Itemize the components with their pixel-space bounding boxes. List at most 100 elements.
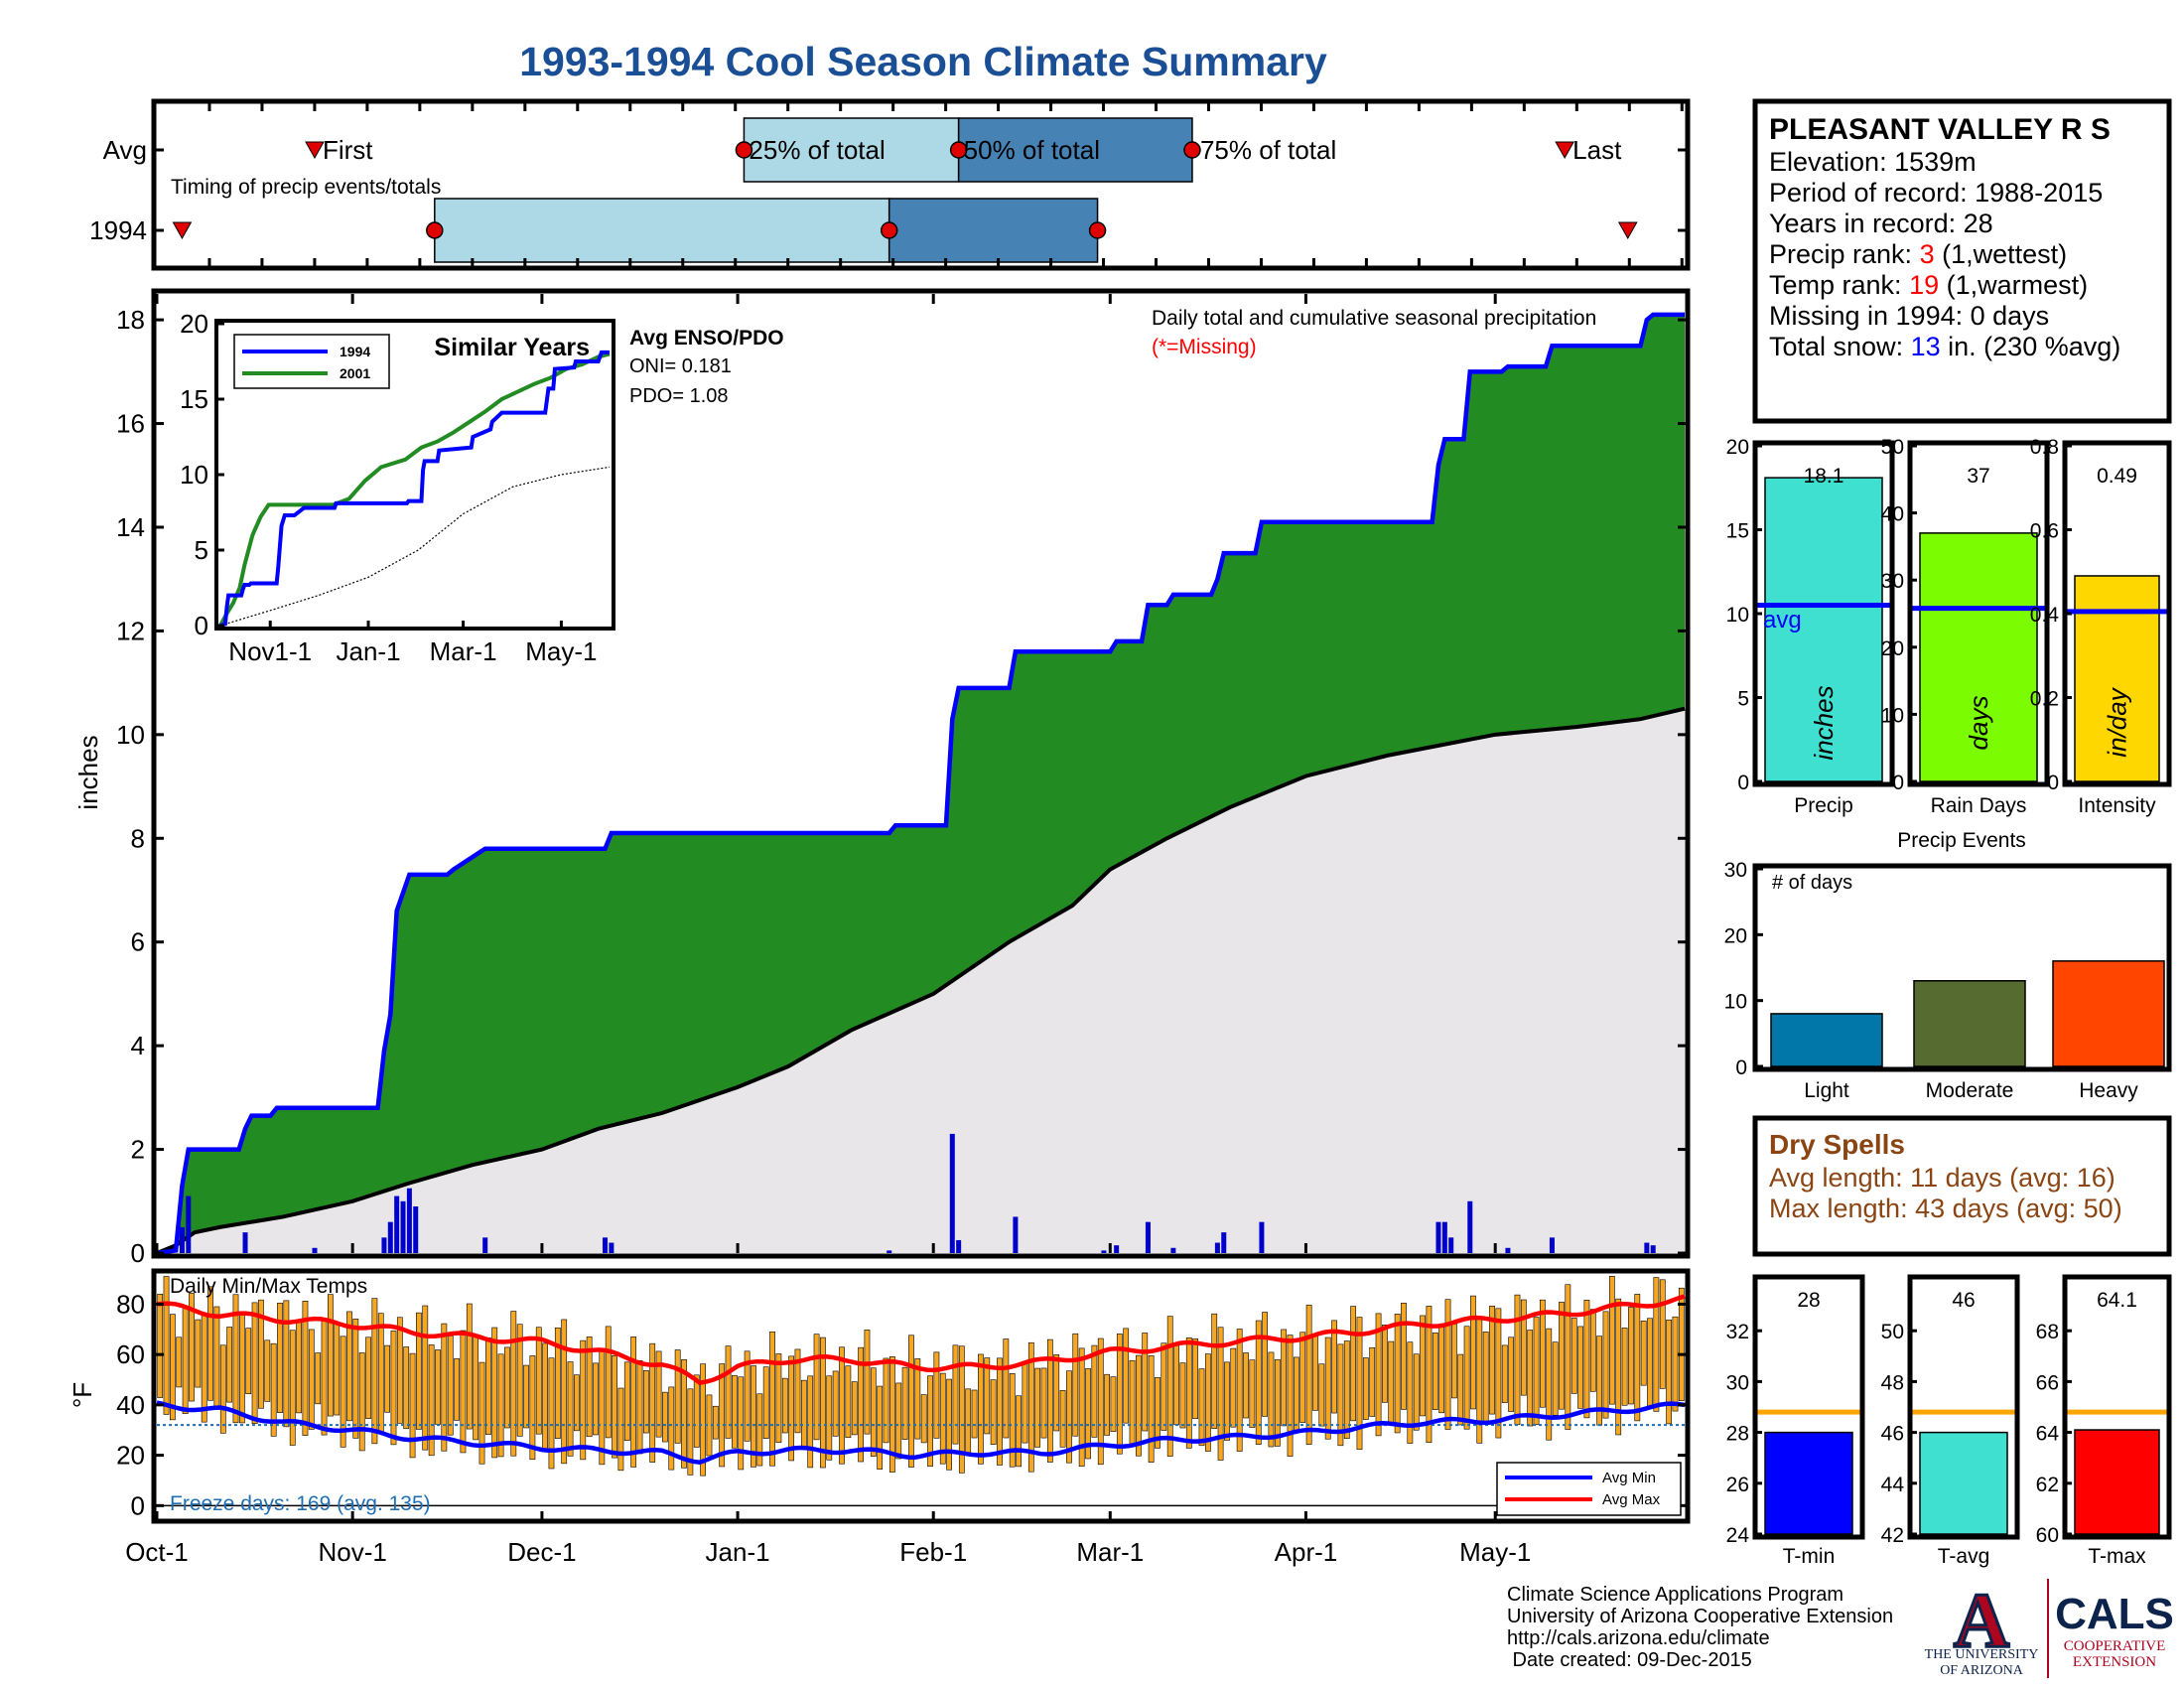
daily-temp-bar [554, 1327, 561, 1439]
daily-temp-bar [820, 1336, 826, 1469]
timing-avg-50-75-bar [957, 117, 1193, 183]
temp-summary-ytick-label: 44 [1881, 1474, 1905, 1496]
temp-summary-ytick-label: 66 [2036, 1371, 2059, 1394]
daily-temp-bar [1198, 1368, 1205, 1447]
daily-temp-bar [396, 1317, 403, 1424]
events-bar-light [1770, 1013, 1883, 1067]
daily-temp-bar [971, 1389, 978, 1439]
temp-summary-ytick-label: 30 [1726, 1371, 1749, 1394]
precip-rank-label: Precip rank: [1769, 239, 1912, 269]
page-title: 1993-1994 Cool Season Climate Summary [519, 39, 1327, 84]
summary-ytick-label: 0 [1737, 772, 1749, 794]
footer-line-1: Climate Science Applications Program [1507, 1584, 1843, 1606]
temp-summary-category-label: T-max [2088, 1545, 2146, 1568]
daily-temp-bar [939, 1372, 946, 1465]
daily-temp-bar [826, 1375, 833, 1461]
daily-temp-bar [1236, 1329, 1243, 1452]
daily-temp-bar [1034, 1367, 1041, 1448]
daily-temp-bar [700, 1363, 706, 1477]
enso-oni: ONI= 0.181 [629, 355, 732, 377]
daily-temp-bar [251, 1302, 258, 1425]
daily-temp-bar [1382, 1325, 1388, 1403]
daily-temp-bar [403, 1346, 410, 1430]
daily-temp-bar [1489, 1305, 1495, 1415]
daily-temp-bar [1678, 1287, 1685, 1402]
month-label: Oct-1 [125, 1537, 189, 1567]
summary-category-label: Precip [1794, 794, 1853, 817]
daily-temp-bar [441, 1323, 448, 1452]
daily-temp-bar [176, 1336, 183, 1388]
summary-category-label: Intensity [2078, 794, 2156, 817]
summary-ytick-label: 0 [1892, 772, 1904, 794]
month-label: May-1 [1459, 1537, 1531, 1567]
daily-precip-bar [1170, 1247, 1176, 1253]
timing-ticks [154, 101, 1688, 268]
daily-precip-bar [1435, 1221, 1441, 1253]
precip-yticks: 0 2 4 6 8 10 12 14 16 18 [116, 294, 1688, 1268]
daily-temp-bar [933, 1351, 940, 1439]
daily-temp-bar [340, 1336, 346, 1448]
daily-temp-bar [409, 1352, 416, 1459]
daily-temp-bar [1324, 1336, 1331, 1440]
daily-temp-bar [1009, 1373, 1016, 1468]
daily-temp-bar [1166, 1316, 1173, 1457]
footer-line-2: University of Arizona Cooperative Extens… [1507, 1606, 1893, 1627]
daily-temp-bar [346, 1311, 352, 1422]
timing-marks: First 25% of total 50% of total 75% of tota… [172, 135, 1638, 240]
timing-row-1994-label: 1994 [89, 215, 147, 245]
daily-temp-bar [1463, 1326, 1470, 1430]
daily-temp-bar [1046, 1338, 1053, 1463]
temp-summary-ytick-label: 68 [2036, 1321, 2059, 1343]
inset-legend-box [233, 334, 390, 389]
daily-precip-bar [242, 1232, 248, 1253]
inset-series-1994 [219, 350, 610, 628]
daily-precip-bar [482, 1237, 488, 1253]
daily-temp-bar [289, 1330, 296, 1446]
daily-temp-bar [586, 1336, 593, 1438]
daily-temp-bar [1570, 1318, 1577, 1394]
daily-temp-bar [762, 1366, 769, 1440]
precip-axes [151, 288, 1691, 1259]
daily-temp-bar [990, 1379, 997, 1445]
dry-spells-border [1752, 1115, 2172, 1257]
temp-summary-ytick-label: 60 [2036, 1524, 2059, 1547]
temp-rank-note: (1,warmest) [1947, 270, 2089, 300]
summary-ytick-label: 0.6 [2030, 520, 2059, 543]
timing-1994-25-50-bar [434, 198, 890, 263]
daily-temp-bar [201, 1315, 207, 1423]
timing-avg-first-marker [305, 141, 325, 160]
daily-temp-bar [738, 1376, 745, 1471]
precip-plot [156, 312, 1686, 1256]
events-plot: Light Moderate Heavy 0 10 20 30 [1724, 859, 2165, 1102]
inset-plot [218, 350, 611, 628]
daily-temp-bar [612, 1354, 617, 1459]
summary-ytick-label: 20 [1881, 637, 1904, 660]
legend-avg-min: Avg Min [1602, 1470, 1656, 1486]
daily-temp-bar [851, 1381, 858, 1436]
temp-summary-value-label: 28 [1797, 1289, 1820, 1312]
daily-temp-bar [296, 1321, 302, 1414]
daily-temp-bar [447, 1336, 454, 1436]
temp-summary-ytick-label: 50 [1881, 1321, 1904, 1343]
daily-temp-bar [1666, 1319, 1672, 1425]
daily-temp-bar [593, 1362, 599, 1436]
daily-temp-bar [491, 1327, 498, 1459]
temp-ytick-label: 80 [116, 1289, 145, 1319]
inset-ytick-label: 20 [180, 309, 208, 339]
daily-temp-bar [807, 1375, 814, 1469]
daily-temp-bar [561, 1319, 568, 1465]
month-label: Jan-1 [706, 1537, 770, 1567]
temp-axes [151, 1268, 1691, 1524]
inset-series-average [219, 466, 611, 627]
daily-temp-bar [1407, 1341, 1414, 1444]
daily-precip-bar [179, 1226, 185, 1253]
daily-temp-bar [1217, 1327, 1224, 1461]
daily-temp-bar [1268, 1351, 1275, 1448]
inset-ytick-label: 5 [195, 535, 208, 565]
events-ytick-label: 10 [1724, 991, 1747, 1014]
daily-temp-bar [725, 1345, 732, 1439]
daily-temp-bar [984, 1357, 991, 1435]
timing-caption: Timing of precip events/totals [171, 176, 441, 199]
daily-temp-bar [1179, 1362, 1186, 1429]
daily-temp-bar [157, 1293, 164, 1398]
